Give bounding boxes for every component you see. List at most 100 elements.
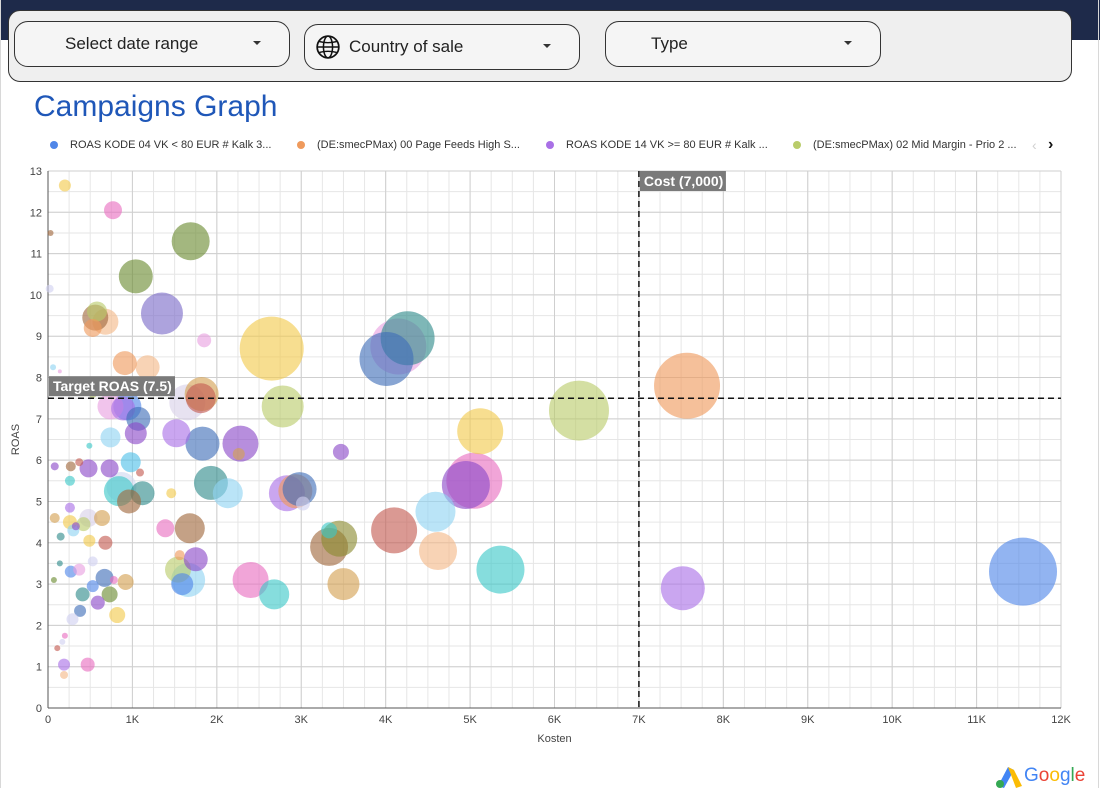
legend-color-dot	[50, 141, 58, 149]
bubble-point	[50, 364, 57, 371]
bubble-point	[321, 522, 338, 539]
y-axis-title: ROAS	[10, 424, 22, 455]
bubble-point	[86, 301, 107, 322]
date-range-filter[interactable]: Select date range	[14, 21, 290, 67]
chevron-down-icon	[844, 41, 852, 45]
bubble-point	[60, 670, 69, 679]
bubble-point	[117, 574, 134, 591]
x-tick-label: 10K	[882, 714, 902, 726]
y-tick-label: 7	[36, 414, 42, 426]
filter-bar: Select date range Country of sale Type	[8, 10, 1072, 82]
bubble-point	[83, 534, 96, 547]
bubble-point	[140, 292, 183, 335]
bubble-point	[124, 422, 147, 445]
google-logo: Google	[994, 764, 1085, 788]
bubble-point	[118, 259, 153, 294]
bubble-chart: 0 1K 2K 3K 4K 5K 6K 7K 8K 9K 10K 11K 12K012345678910…	[10, 166, 1071, 745]
bubble-point	[87, 556, 98, 567]
type-filter[interactable]: Type	[605, 21, 881, 67]
bubble-point	[185, 426, 220, 461]
y-tick-label: 2	[36, 620, 42, 632]
bubble-point	[98, 535, 113, 550]
y-tick-label: 5	[36, 496, 42, 508]
x-tick-label: 1K	[126, 714, 140, 726]
y-tick-label: 12	[30, 207, 42, 219]
bubble-point	[74, 604, 87, 617]
chevron-left-icon[interactable]: ‹	[1032, 137, 1037, 153]
globe-icon	[316, 35, 340, 59]
legend-item[interactable]: ROAS KODE 04 VK < 80 EUR # Kalk 3...	[50, 139, 271, 151]
bubble-point	[548, 380, 609, 441]
bubble-point	[54, 645, 61, 652]
bubble-point	[371, 507, 418, 554]
google-ads-icon	[996, 767, 1022, 788]
bubble-point	[989, 537, 1058, 606]
bubble-point	[101, 586, 118, 603]
bubble-point	[197, 333, 212, 348]
bubble-point	[86, 442, 93, 449]
bubble-point	[109, 575, 118, 584]
y-tick-label: 10	[30, 290, 42, 302]
bubble-point	[45, 284, 54, 293]
bubble-point	[232, 561, 269, 598]
bubble-point	[50, 462, 59, 471]
bubble-point	[58, 179, 71, 192]
bubble-point	[415, 491, 456, 532]
bubble-point	[64, 502, 75, 513]
bubble-point	[47, 229, 54, 236]
bubble-point	[75, 458, 84, 467]
bubble-point	[56, 560, 63, 567]
bubble-point	[174, 513, 205, 544]
chevron-right-icon[interactable]: ›	[1048, 136, 1054, 153]
legend-color-dot	[297, 141, 305, 149]
bubble-point	[120, 452, 141, 473]
bubble-point	[660, 566, 705, 611]
country-filter[interactable]: Country of sale	[304, 24, 580, 70]
x-tick-label: 7K	[632, 714, 646, 726]
bubble-point	[171, 573, 194, 596]
bubble-point	[135, 355, 160, 380]
bubble-point	[654, 352, 721, 419]
legend-item[interactable]: ROAS KODE 14 VK >= 80 EUR # Kalk ...	[546, 139, 768, 151]
bubble-point	[61, 632, 68, 639]
bubble-point	[174, 550, 185, 561]
legend-item[interactable]: (DE:smecPMax) 00 Page Feeds High S...	[297, 139, 520, 151]
page-title: Campaigns Graph	[34, 90, 278, 123]
bubble-point	[50, 576, 57, 583]
x-tick-label: 8K	[717, 714, 731, 726]
y-tick-label: 8	[36, 373, 42, 385]
date-range-label: Select date range	[65, 34, 199, 53]
x-tick-label: 2K	[210, 714, 224, 726]
bubble-point	[232, 447, 245, 460]
bubble-point	[359, 331, 414, 386]
bubble-point	[166, 488, 177, 499]
bubble-point	[117, 489, 142, 514]
bubble-point	[171, 222, 210, 261]
y-tick-label: 1	[36, 662, 42, 674]
bubble-point	[239, 316, 304, 381]
cost-label: Cost (7,000)	[639, 171, 726, 191]
bubble-point	[261, 385, 304, 428]
cost-label-text: Cost (7,000)	[644, 173, 723, 189]
bubble-point	[419, 532, 458, 571]
bubble-point	[57, 369, 62, 374]
chevron-down-icon	[253, 41, 261, 45]
bubble-point	[212, 478, 243, 509]
legend-item[interactable]: (DE:smecPMax) 02 Mid Margin - Prio 2 ...	[793, 139, 1017, 151]
bubble-point	[94, 509, 111, 526]
x-tick-label: 6K	[548, 714, 562, 726]
y-tick-label: 13	[30, 166, 42, 178]
type-label: Type	[651, 34, 688, 53]
bubble-point	[95, 568, 114, 587]
bubble-point	[73, 563, 86, 576]
bubble-point	[75, 587, 90, 602]
target-roas-label-text: Target ROAS (7.5)	[53, 378, 172, 394]
bubble-point	[90, 595, 105, 610]
bubble-point	[56, 532, 65, 541]
bubble-point	[71, 522, 80, 531]
target-roas-label-bg	[49, 376, 175, 397]
bubble-point	[79, 459, 98, 478]
bubble-point	[183, 547, 208, 572]
bubble-point	[441, 460, 490, 509]
bubble-point	[136, 468, 145, 477]
